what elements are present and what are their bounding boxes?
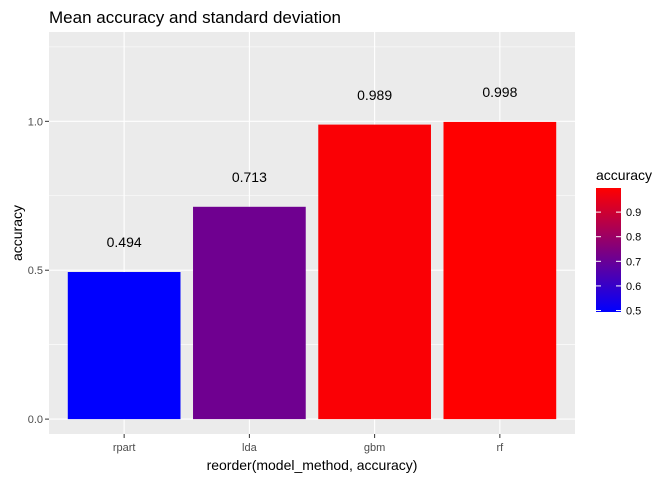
x-axis-title: reorder(model_method, accuracy): [207, 457, 418, 473]
legend-colorbar: [596, 188, 621, 312]
bar-rpart: [67, 272, 181, 420]
chart-title: Mean accuracy and standard deviation: [49, 8, 341, 27]
y-axis: 0.0 0.5 1.0: [28, 116, 49, 426]
legend-tick-label: 0.8: [626, 232, 641, 244]
bar-value-label: 0.713: [232, 169, 267, 185]
x-tick-label: gbm: [364, 442, 385, 454]
x-tick-label: rpart: [113, 442, 136, 454]
bar-lda: [193, 206, 306, 420]
legend: accuracy 0.5 0.6 0.7 0.8 0.9: [596, 167, 652, 318]
legend-tick-label: 0.6: [626, 281, 641, 293]
legend-ticks: 0.5 0.6 0.7 0.8 0.9: [596, 207, 641, 318]
bar-value-label: 0.494: [107, 234, 142, 250]
legend-tick-label: 0.9: [626, 207, 641, 219]
x-tick-label: rf: [496, 442, 504, 454]
x-axis: rpart lda gbm rf: [113, 434, 504, 454]
x-tick-label: lda: [242, 442, 258, 454]
bars: [67, 121, 557, 420]
legend-tick-label: 0.5: [626, 306, 641, 318]
bar-gbm: [318, 124, 431, 420]
y-tick-label: 0.0: [28, 414, 43, 426]
legend-tick-label: 0.7: [626, 256, 641, 268]
y-tick-label: 1.0: [28, 116, 43, 128]
y-tick-label: 0.5: [28, 265, 43, 277]
bar-rf: [443, 121, 557, 420]
bar-value-label: 0.989: [357, 87, 392, 103]
bar-labels: 0.494 0.713 0.989 0.998: [107, 84, 518, 250]
y-axis-title: accuracy: [9, 205, 25, 261]
legend-title: accuracy: [596, 167, 652, 183]
bar-value-label: 0.998: [482, 84, 517, 100]
